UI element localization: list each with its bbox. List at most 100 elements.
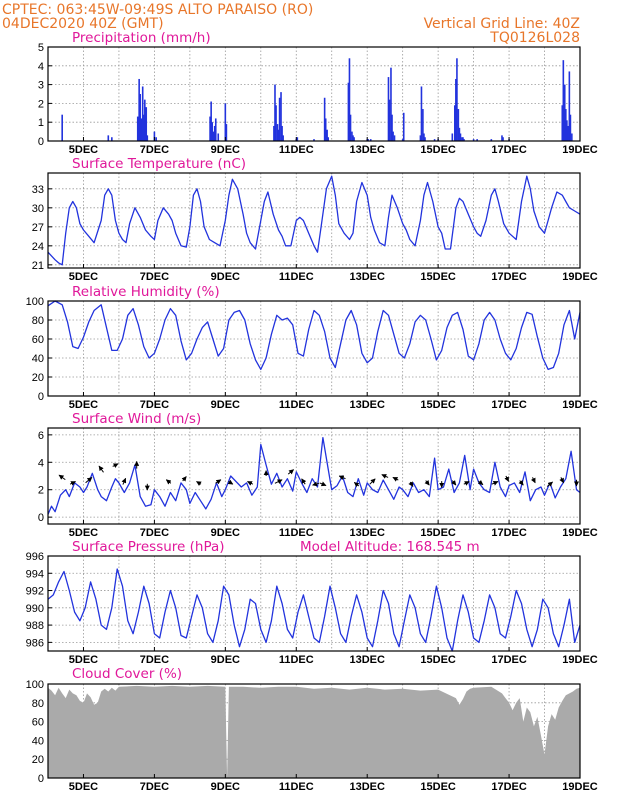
- pres-xtick-label: 7DEC: [140, 654, 169, 666]
- rh-ytick-label: 80: [32, 315, 44, 327]
- wind-vector-arrow: [392, 476, 399, 482]
- precip-bar: [402, 112, 405, 141]
- temp-ytick-label: 30: [32, 203, 44, 215]
- wind-vector-arrow: [559, 477, 565, 484]
- pres-ytick-label: 988: [26, 620, 44, 632]
- temp-xtick-label: 5DEC: [69, 271, 98, 283]
- wind-vector-arrow: [196, 481, 202, 486]
- wind-xtick-label: 13DEC: [349, 527, 385, 539]
- header-station: CPTEC: 063:45W-09:49S ALTO PARAISO (RO): [2, 2, 313, 18]
- precip-bar: [455, 78, 457, 141]
- wind-vector-arrow: [85, 477, 93, 484]
- temp-ytick-label: 21: [32, 260, 44, 272]
- precip-title: Precipitation (mm/h): [72, 30, 211, 46]
- precip-bar: [501, 135, 503, 141]
- precip-bar: [419, 135, 422, 141]
- precip-bar: [107, 135, 110, 141]
- wind-vector-arrow: [165, 479, 172, 485]
- rh-frame: [47, 300, 581, 397]
- pres-xtick-label: 9DEC: [211, 654, 240, 666]
- wind-vector-arrow: [312, 481, 320, 487]
- precip-bar: [433, 139, 436, 141]
- cloud-xtick-label: 7DEC: [140, 781, 169, 793]
- cloud-ytick-label: 40: [32, 735, 44, 747]
- wind-series-line: [47, 436, 581, 515]
- precip-bar: [571, 133, 573, 141]
- pres-xtick-label: 11DEC: [279, 654, 314, 666]
- wind-xtick-label: 17DEC: [491, 527, 527, 539]
- precip-bar: [454, 105, 456, 141]
- rh-xtick-label: 17DEC: [491, 399, 527, 411]
- precip-bar: [224, 103, 227, 141]
- rh-xtick-label: 15DEC: [420, 399, 456, 411]
- panel-precip: Precipitation (mm/h) 0 1 2 3 4 5 5DEC 7DEC 9DEC 11…: [38, 30, 598, 156]
- precip-bar: [139, 94, 142, 141]
- temp-xtick-label: 15DEC: [420, 271, 456, 283]
- pres-annotation: Model Altitude: 168.545 m: [300, 539, 480, 555]
- precip-bar: [388, 99, 391, 141]
- precip-ytick-label: 4: [38, 61, 44, 73]
- cloud-title: Cloud Cover (%): [72, 666, 182, 682]
- header-code: TQ0126L028: [489, 30, 580, 46]
- temp-xtick-label: 9DEC: [211, 271, 240, 283]
- cloud-xtick-label: 5DEC: [69, 781, 98, 793]
- pres-xtick-label: 15DEC: [420, 654, 456, 666]
- precip-xtick-label: 13DEC: [349, 144, 385, 156]
- temp-ytick-label: 33: [32, 184, 44, 196]
- precip-bar: [214, 118, 217, 141]
- precip-bar: [348, 58, 351, 141]
- rh-xtick-label: 19DEC: [562, 399, 598, 411]
- precip-bar: [390, 67, 392, 141]
- precip-bar: [462, 137, 464, 141]
- precip-bar: [296, 137, 299, 141]
- cloud-frame: [47, 683, 581, 779]
- precip-bar: [138, 78, 140, 141]
- temp-xtick-label: 13DEC: [349, 271, 385, 283]
- precip-xtick-label: 9DEC: [211, 144, 240, 156]
- precip-bar: [387, 77, 390, 141]
- cloud-ytick-label: 80: [32, 698, 44, 710]
- precip-bar: [141, 86, 144, 141]
- wind-ytick-label: 4: [38, 457, 44, 469]
- precip-bar: [561, 105, 564, 141]
- wind-vector-arrow: [504, 475, 510, 482]
- temp-xtick-label: 7DEC: [140, 271, 169, 283]
- precip-bar: [281, 125, 283, 141]
- wind-vector-arrow: [408, 481, 414, 487]
- wind-ytick-label: 6: [38, 430, 44, 442]
- wind-xtick-label: 11DEC: [279, 527, 314, 539]
- wind-ytick-label: 0: [38, 512, 44, 524]
- rh-ytick-label: 100: [26, 296, 44, 308]
- wind-frame: [47, 427, 581, 525]
- wind-xtick-label: 15DEC: [420, 527, 456, 539]
- precip-bar: [422, 109, 424, 141]
- precip-bar: [569, 114, 572, 141]
- precip-bar: [459, 133, 462, 141]
- panels: Precipitation (mm/h) 0 1 2 3 4 5 5DEC 7DEC 9DEC 11…: [26, 30, 598, 793]
- rh-xtick-label: 11DEC: [279, 399, 314, 411]
- precip-bar: [568, 71, 571, 141]
- precip-bar: [61, 114, 63, 141]
- wind-vector-arrow: [247, 481, 254, 486]
- panel-wind: Surface Wind (m/s) 0 2 4 6 5DEC 7DEC 9DEC 11DEC 1…: [38, 411, 598, 539]
- wind-vector-arrow: [301, 478, 307, 485]
- precip-bar: [282, 135, 284, 141]
- precip-bar: [423, 133, 425, 141]
- wind-vector-arrow: [424, 480, 430, 486]
- precip-bar: [352, 135, 354, 141]
- precip-bar: [490, 139, 493, 141]
- precip-bar: [562, 60, 565, 141]
- temp-title: Surface Temperature (nC): [72, 156, 246, 172]
- wind-vector-arrow: [112, 463, 119, 468]
- precip-bar: [327, 137, 329, 141]
- cloud-ytick-label: 20: [32, 754, 44, 766]
- header-datetime: 04DEC2020 40Z (GMT): [2, 16, 164, 32]
- precip-ytick-label: 5: [38, 42, 44, 54]
- precip-bar: [211, 122, 214, 141]
- precip-bar: [457, 109, 460, 141]
- wind-ytick-label: 2: [38, 485, 44, 497]
- wind-vector-arrow: [98, 465, 104, 473]
- precip-bar: [140, 118, 143, 141]
- rh-title: Relative Humidity (%): [72, 284, 220, 300]
- precip-xtick-label: 5DEC: [69, 144, 98, 156]
